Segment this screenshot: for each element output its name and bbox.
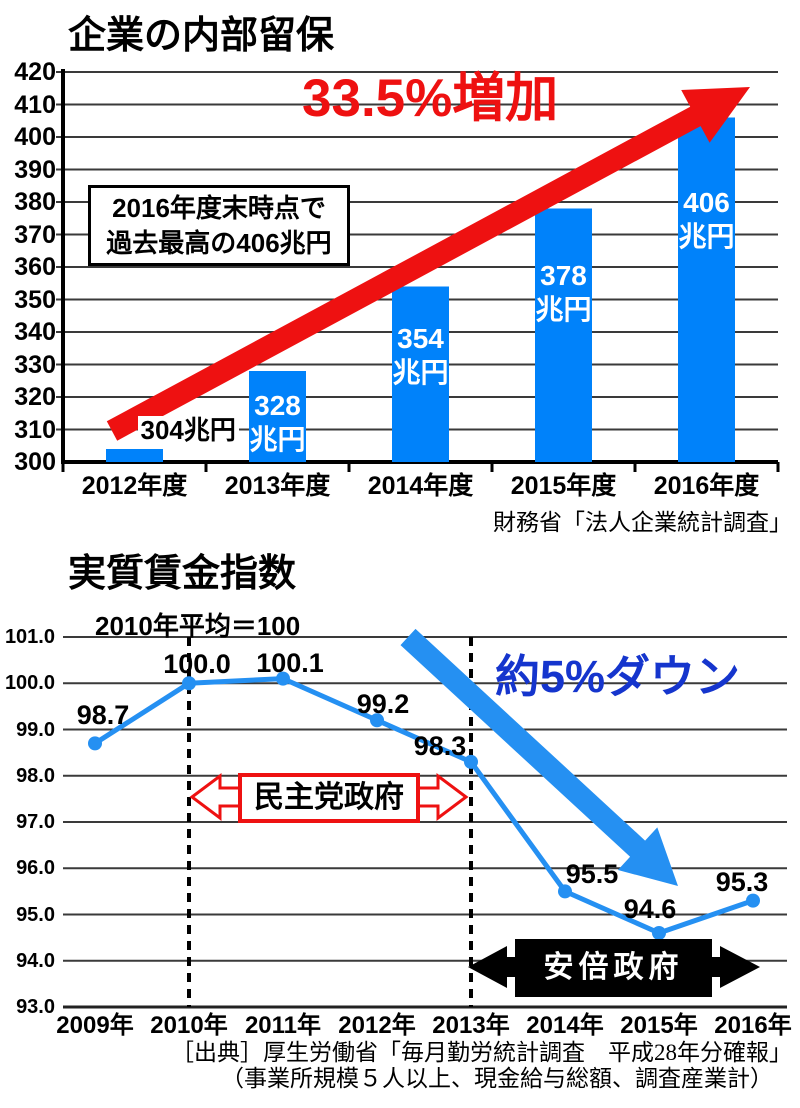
down-percent-label: 約5%ダウン xyxy=(495,651,741,702)
data-point-2014年 xyxy=(558,884,572,899)
bar-2013年度 xyxy=(249,371,306,462)
abe-left-arrow xyxy=(468,946,525,988)
increase-percent-label: 33.5%増加 xyxy=(302,69,559,128)
democratic-left-arrow xyxy=(189,773,244,821)
line-chart-title: 実質賃金指数 xyxy=(68,553,297,595)
record-note-line1: 2016年度末時点で xyxy=(112,193,326,223)
bar-2012年度 xyxy=(106,449,163,462)
increase-arrow xyxy=(106,87,751,441)
data-point-2015年 xyxy=(652,926,666,940)
record-note-box: 2016年度末時点で 過去最高の406兆円 xyxy=(88,185,350,266)
democratic-govt-box: 民主党政府 xyxy=(238,773,420,823)
abe-govt-box: 安倍政府 xyxy=(515,939,712,997)
bar-2014年度 xyxy=(392,286,449,462)
data-point-2016年 xyxy=(746,893,760,908)
data-point-2009年 xyxy=(88,736,102,751)
record-note-line2: 過去最高の406兆円 xyxy=(106,228,332,258)
data-point-2011年 xyxy=(276,671,290,686)
index-base-note: 2010年平均＝100 xyxy=(95,611,301,641)
data-point-2013年 xyxy=(464,754,478,769)
bar-chart-title: 企業の内部留保 xyxy=(68,15,335,57)
line-chart-source-line1: ［出典］厚生労働省「毎月勤労統計調査 平成28年分確報」 xyxy=(171,1040,792,1065)
wage-index-line xyxy=(93,676,754,936)
bar-2015年度 xyxy=(535,208,592,462)
down-arrow xyxy=(400,628,678,886)
democratic-right-arrow xyxy=(414,773,469,821)
line-chart-source-line2: （事業所規模５人以上、現金給与総額、調査産業計） xyxy=(221,1066,773,1091)
data-point-2010年 xyxy=(182,676,196,691)
abe-right-arrow xyxy=(702,946,760,988)
data-point-2012年 xyxy=(370,713,384,728)
bar-2016年度 xyxy=(678,117,735,462)
bar-chart-source: 財務省「法人企業統計調査」 xyxy=(493,510,792,535)
